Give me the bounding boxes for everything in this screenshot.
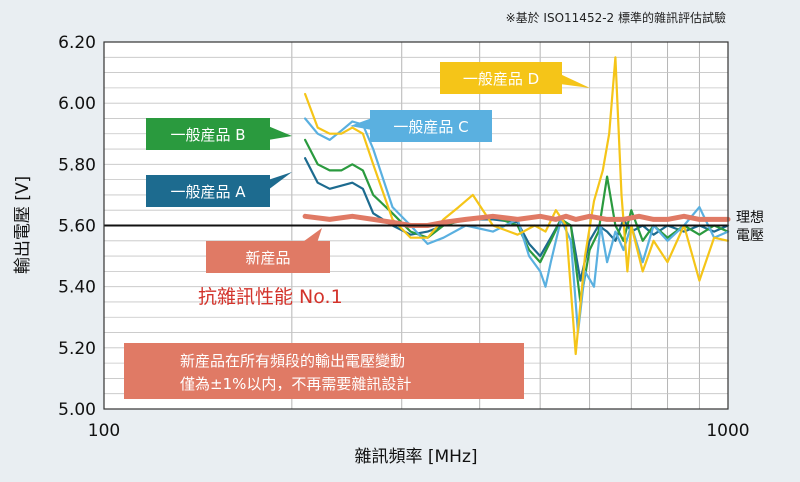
y-tick-label: 5.20 [58,339,96,359]
x-axis-title: 雜訊頻率 [MHz] [354,447,477,467]
callout-d-pointer [560,74,590,88]
callout-a-label: 一般産品 A [170,183,246,201]
y-tick-label: 6.20 [58,33,96,53]
callout-a-box [146,175,270,207]
y-tick-label: 6.00 [58,94,96,114]
series-line-4 [304,56,730,356]
callout-c-label: 一般産品 C [393,118,468,136]
y-tick-labels: 6.20 6.00 5.80 5.60 5.40 5.20 5.00 [58,33,96,420]
series-line-2 [304,138,730,304]
callout-new-box [206,241,330,273]
y-tick-label: 5.60 [58,217,96,237]
summary-box [124,343,524,399]
callout-b-box [146,118,270,150]
callout-c-pointer [350,118,372,130]
callout-b-pointer [268,126,292,140]
callout-c-box [370,110,492,142]
y-axis-title: 輸出電壓 [V] [13,176,33,274]
series-line-3 [304,117,730,334]
claim-text: 抗雜訊性能 No.1 [198,286,343,308]
series-lines [302,56,731,356]
callout-d-box [440,62,562,94]
chart-note: ※基於 ISO11452-2 標準的雜訊評估試驗 [506,10,726,25]
x-tick-label: 100 [88,421,120,441]
summary-line-2: 僅為±1%以内，不再需要雜訊設計 [180,375,411,393]
x-tick-label: 1000 [706,421,749,441]
callout-new-label: 新産品 [245,249,290,267]
y-tick-label: 5.00 [58,400,96,420]
summary-line-1: 新産品在所有頻段的輸出電壓變動 [180,352,405,370]
callout-a-pointer [268,172,292,190]
series-line-5 [302,213,731,228]
callout-b-label: 一般産品 B [170,126,245,144]
reference-label-2: 電壓 [736,228,764,244]
callout-d-label: 一般産品 D [463,70,539,88]
y-tick-label: 5.80 [58,155,96,175]
x-tick-labels: 100 1000 [88,421,750,441]
reference-label-1: 理想 [736,210,764,226]
y-tick-label: 5.40 [58,278,96,298]
plot-border [103,41,729,410]
